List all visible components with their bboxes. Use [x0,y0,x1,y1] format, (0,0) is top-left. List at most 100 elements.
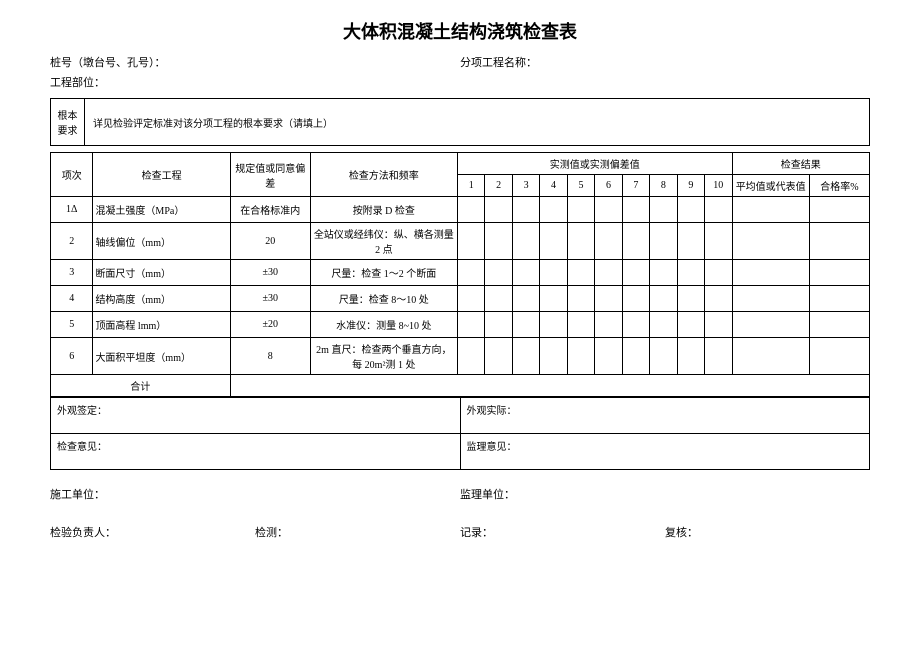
cell-empty [512,312,539,338]
pile-number-label: 桩号（墩台号、孔号）： [50,54,460,70]
detect-label: 检测： [255,524,460,540]
cell-empty [677,338,704,375]
cell-empty [809,286,869,312]
cell-empty [622,197,649,223]
cell-item: 结构高度（mm） [93,286,230,312]
bottom-units: 施工单位： 监理单位： [50,486,870,502]
table-row: 4结构高度（mm）±30尺量：检查 8～10 处 [51,286,870,312]
h-n3: 3 [512,175,539,197]
h-item: 检查工程 [93,153,230,197]
inspection-table: 项次 检查工程 规定值或同意偏差 检查方法和频率 实测值或实测偏差值 检查结果 … [50,152,870,397]
cell-spec: 20 [230,223,310,260]
cell-empty [485,312,512,338]
cell-empty [567,286,594,312]
total-label: 合计 [51,375,231,397]
table-row: 2轴线偏位（mm）20全站仪或经纬仪：纵、横各测量 2 点 [51,223,870,260]
cell-empty [595,338,622,375]
requirement-table: 根本要求 详见检验评定标准对该分项工程的根本要求（请填上） [50,98,870,146]
signature-table: 外观签定： 外观实际： 检查意见： 监理意见： [50,397,870,470]
cell-empty [457,260,484,286]
bottom-signatures: 检验负责人： 检测： 记录： 复核： [50,524,870,540]
look-sign: 外观签定： [51,398,461,434]
cell-empty [540,312,567,338]
cell-empty [622,223,649,260]
meta-row-2: 工程部位： [50,74,870,90]
cell-empty [485,338,512,375]
h-seq: 项次 [51,153,93,197]
cell-empty [732,338,809,375]
cell-empty [512,197,539,223]
cell-empty [705,286,732,312]
cell-empty [705,260,732,286]
cell-empty [457,338,484,375]
h-avg: 平均值或代表值 [732,175,809,197]
cell-empty [622,338,649,375]
cell-method: 全站仪或经纬仪：纵、横各测量 2 点 [310,223,457,260]
cell-empty [705,338,732,375]
cell-empty [567,223,594,260]
cell-empty [485,197,512,223]
cell-empty [567,260,594,286]
cell-empty [540,223,567,260]
h-n9: 9 [677,175,704,197]
cell-empty [595,197,622,223]
cell-empty [677,223,704,260]
cell-empty [540,197,567,223]
cell-empty [567,338,594,375]
supervise-opinion: 监理意见： [460,434,870,470]
cell-seq: 2 [51,223,93,260]
h-n5: 5 [567,175,594,197]
cell-spec: 8 [230,338,310,375]
cell-empty [595,260,622,286]
record-label: 记录： [460,524,665,540]
cell-item: 混凝土强度（MPa） [93,197,230,223]
cell-spec: ±30 [230,286,310,312]
cell-empty [595,286,622,312]
cell-spec: ±30 [230,260,310,286]
sub-project-label: 分项工程名称： [460,54,870,70]
cell-spec: ±20 [230,312,310,338]
cell-seq: 4 [51,286,93,312]
req-text: 详见检验评定标准对该分项工程的根本要求（请填上） [85,99,870,146]
cell-empty [595,223,622,260]
cell-empty [485,260,512,286]
h-n10: 10 [705,175,732,197]
cell-empty [677,312,704,338]
cell-empty [622,286,649,312]
cell-empty [457,312,484,338]
cell-empty [809,338,869,375]
look-actual: 外观实际： [460,398,870,434]
cell-seq: 5 [51,312,93,338]
cell-empty [732,197,809,223]
cell-item: 轴线偏位（mm） [93,223,230,260]
cell-empty [485,223,512,260]
cell-seq: 1Δ [51,197,93,223]
cell-empty [705,312,732,338]
cell-empty [650,312,677,338]
cell-empty [650,197,677,223]
req-header: 根本要求 [51,99,85,146]
cell-empty [809,260,869,286]
cell-empty [732,223,809,260]
inspector-label: 检验负责人： [50,524,255,540]
section-label: 工程部位： [50,74,870,90]
cell-empty [512,223,539,260]
h-measured: 实测值或实测偏差值 [457,153,732,175]
meta-row-1: 桩号（墩台号、孔号）： 分项工程名称： [50,54,870,70]
review-label: 复核： [665,524,870,540]
cell-empty [650,338,677,375]
cell-empty [677,197,704,223]
cell-empty [457,223,484,260]
cell-empty [650,286,677,312]
supervise-unit: 监理单位： [460,486,870,502]
cell-empty [567,312,594,338]
cell-empty [457,286,484,312]
h-spec: 规定值或同意偏差 [230,153,310,197]
page-title: 大体积混凝土结构浇筑检查表 [50,18,870,44]
table-row: 5顶面高程 lmm）±20水准仪：测量 8~10 处 [51,312,870,338]
cell-method: 尺量：检查 1～2 个断面 [310,260,457,286]
cell-method: 水准仪：测量 8~10 处 [310,312,457,338]
construct-unit: 施工单位： [50,486,460,502]
cell-empty [677,260,704,286]
cell-empty [512,286,539,312]
